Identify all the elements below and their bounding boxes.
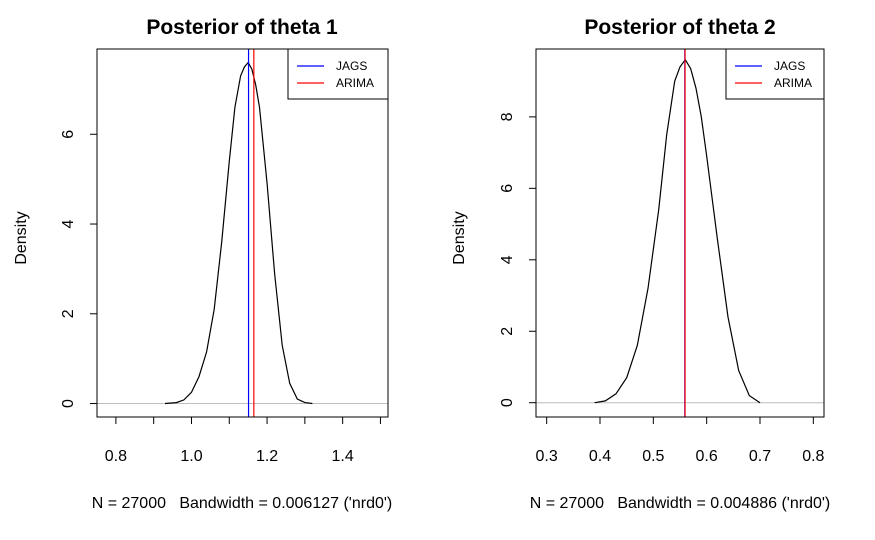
x-tick-label-2: 0.7 bbox=[749, 448, 771, 465]
x-tick-label-2: 0.3 bbox=[536, 448, 558, 465]
y-tick-label-2: 8 bbox=[499, 112, 516, 121]
legend-1: JAGS ARIMA bbox=[287, 48, 389, 100]
legend-label-jags-2: JAGS bbox=[774, 59, 805, 73]
x-tick-label-1: 1.0 bbox=[180, 448, 202, 465]
legend-box-1 bbox=[287, 48, 389, 100]
y-tick-label-2: 6 bbox=[499, 184, 516, 193]
x-tick-label-1: 1.2 bbox=[256, 448, 278, 465]
subtitle-1: N = 27000 Bandwidth = 0.006127 ('nrd0') bbox=[92, 495, 393, 512]
y-tick-label-2: 4 bbox=[499, 255, 516, 264]
legend-label-arima-2: ARIMA bbox=[774, 76, 812, 90]
plot-frame-2 bbox=[535, 48, 825, 418]
x-tick-label-1: 0.8 bbox=[105, 448, 127, 465]
chart-title-2: Posterior of theta 2 bbox=[584, 16, 775, 39]
subtitle-2: N = 27000 Bandwidth = 0.004886 ('nrd0') bbox=[530, 495, 831, 512]
y-tick-label-1: 0 bbox=[60, 399, 77, 408]
x-tick-label-2: 0.8 bbox=[802, 448, 824, 465]
legend-2: JAGS ARIMA bbox=[725, 48, 825, 100]
y-tick-label-1: 2 bbox=[60, 309, 77, 318]
x-tick-label-1: 1.4 bbox=[332, 448, 354, 465]
legend-label-jags-1: JAGS bbox=[336, 59, 367, 73]
y-tick-label-1: 4 bbox=[60, 219, 77, 228]
legend-label-arima-1: ARIMA bbox=[336, 76, 374, 90]
density-curve-2 bbox=[594, 58, 761, 404]
y-axis-label-1: Density bbox=[13, 211, 30, 264]
y-tick-label-1: 6 bbox=[60, 130, 77, 139]
y-axis-label-2: Density bbox=[451, 211, 468, 264]
plot-frame-1 bbox=[96, 48, 389, 418]
x-tick-label-2: 0.5 bbox=[642, 448, 664, 465]
y-tick-label-2: 0 bbox=[499, 398, 516, 407]
chart-panel-theta-2: 0.3 0.4 0.5 0.6 0.7 0.8 0 2 4 6 8 Posterior of thet… bbox=[451, 16, 830, 512]
chart-panel-theta-1: 0.8 1.0 1.2 1.4 0 2 4 6 Posterior of theta 1 Dens… bbox=[13, 16, 392, 512]
y-tick-label-2: 2 bbox=[499, 327, 516, 336]
x-tick-label-2: 0.6 bbox=[696, 448, 718, 465]
density-curve-1 bbox=[164, 61, 313, 405]
legend-box-2 bbox=[725, 48, 825, 100]
chart-title-1: Posterior of theta 1 bbox=[146, 16, 338, 39]
x-tick-label-2: 0.4 bbox=[589, 448, 611, 465]
